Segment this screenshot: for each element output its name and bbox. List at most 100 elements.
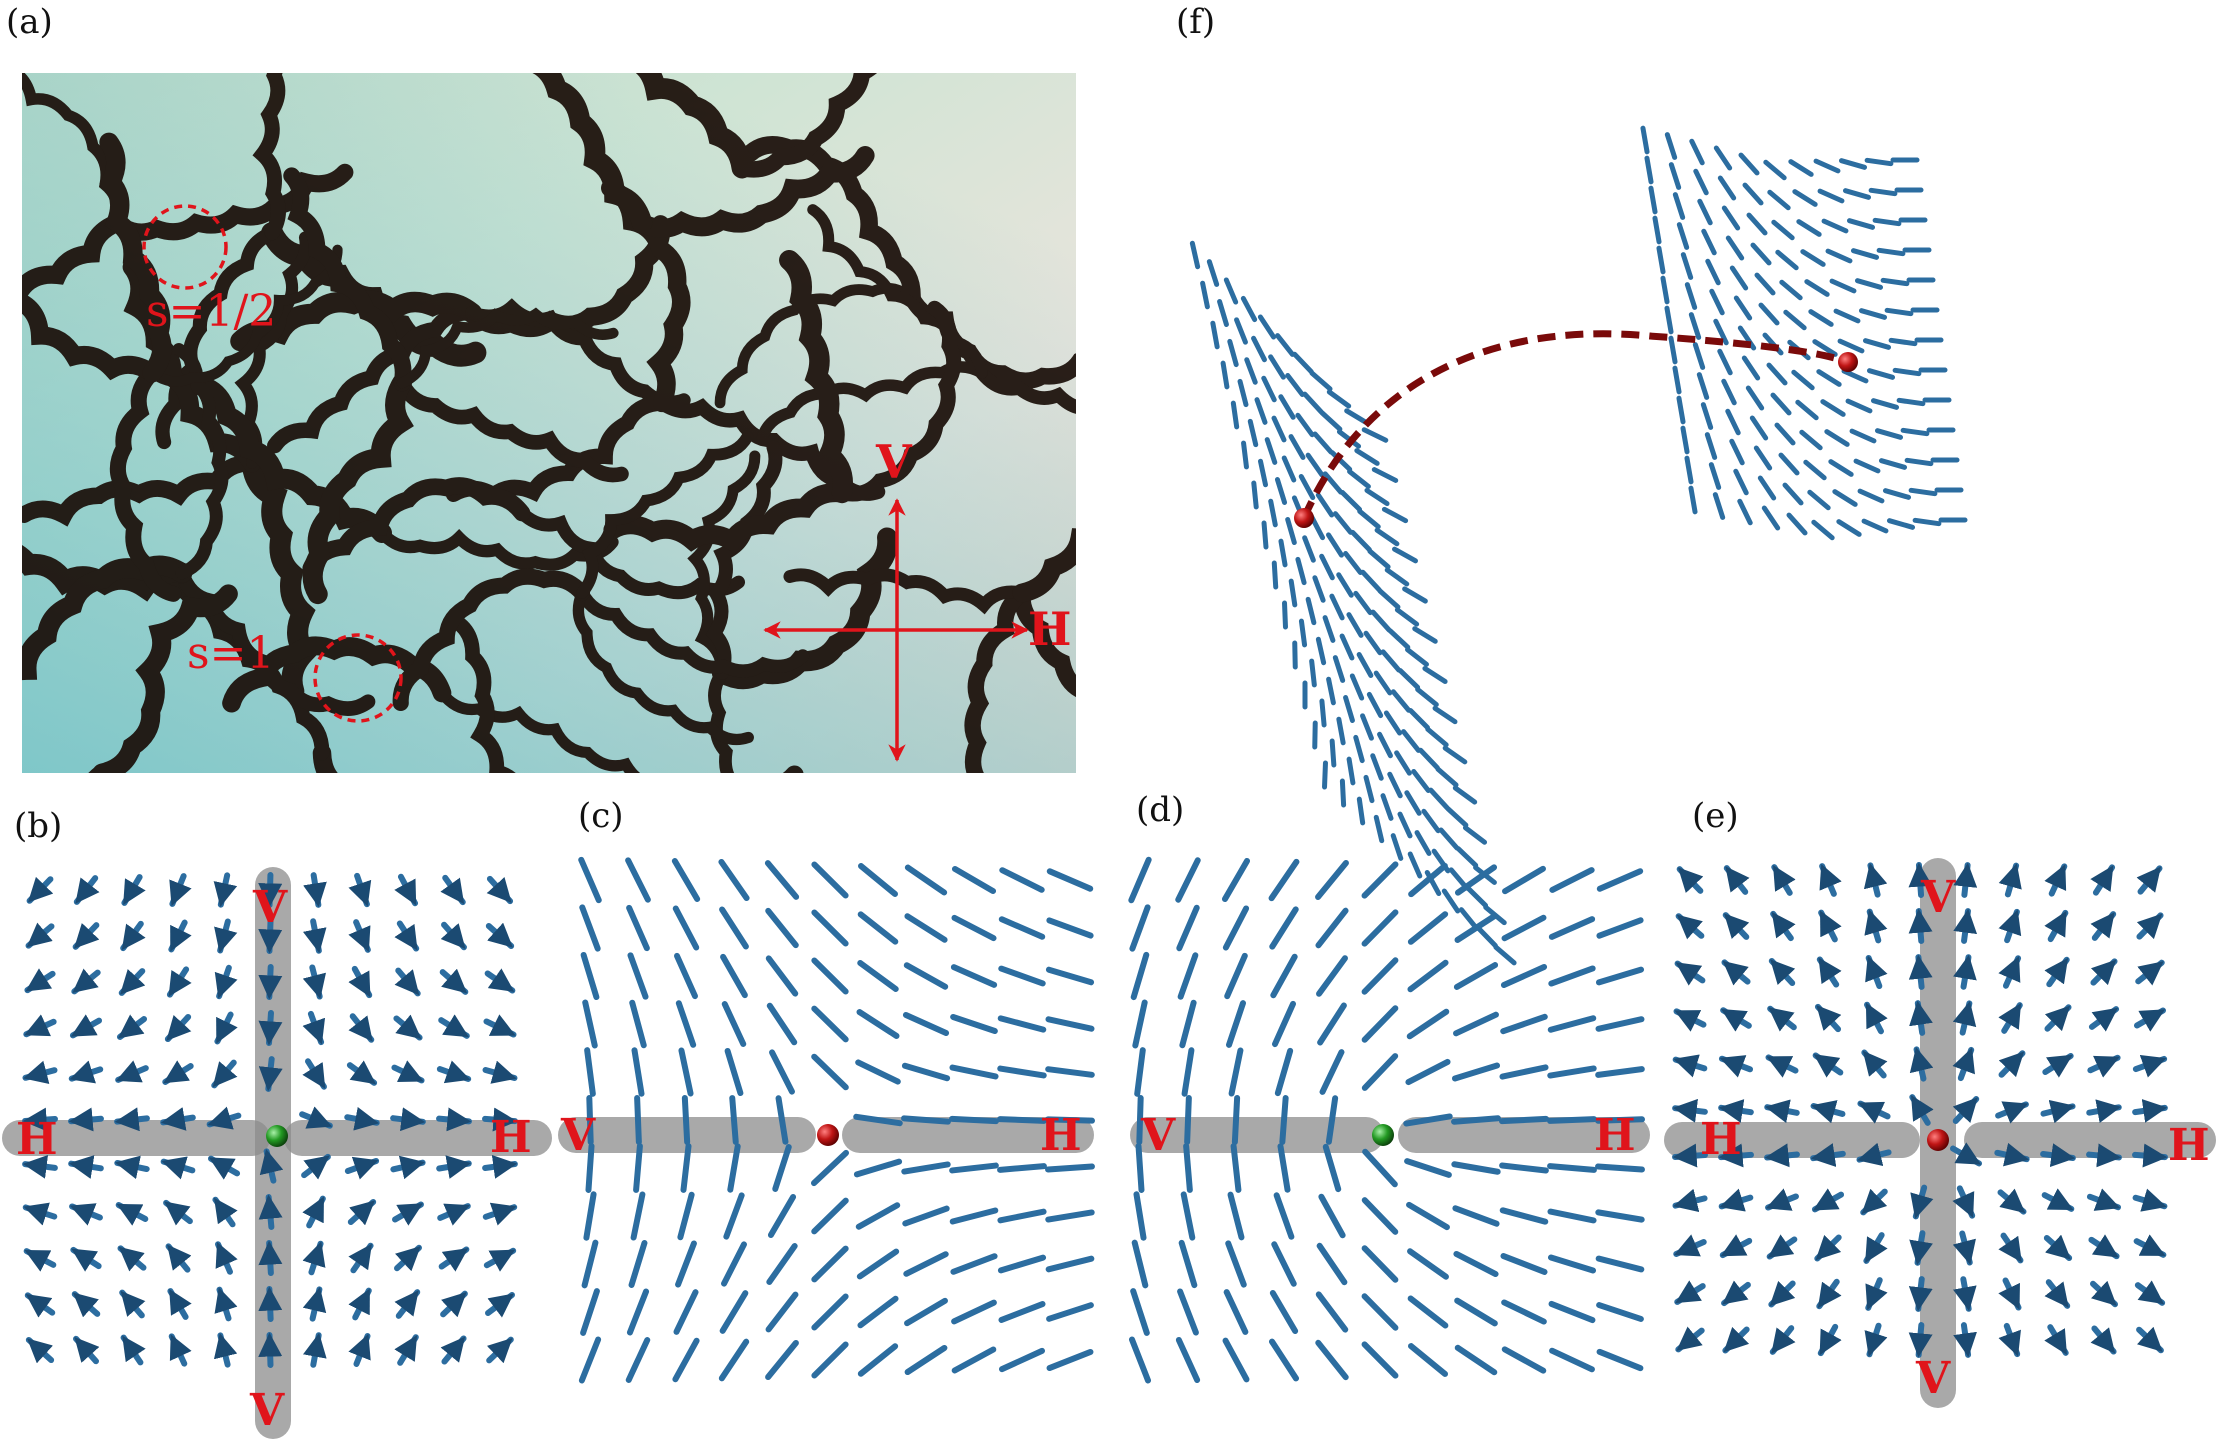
- director-arrow: [1768, 1280, 1796, 1308]
- director-rod: [950, 1013, 998, 1035]
- director-rod: [1322, 615, 1336, 643]
- director-arrow: [1765, 1188, 1799, 1211]
- director-rod: [1275, 333, 1295, 357]
- director-arrow: [25, 922, 55, 949]
- director-rod: [1383, 710, 1403, 736]
- director-arrow: [302, 1286, 327, 1322]
- director-arrow: [115, 1202, 149, 1226]
- director-rod: [1221, 857, 1251, 903]
- director-rod: [586, 1095, 594, 1145]
- director-rod: [721, 1241, 747, 1287]
- director-arrow: [1998, 908, 2022, 944]
- director-rod: [1394, 607, 1420, 627]
- director-rod: [1672, 365, 1682, 395]
- director-rod: [1652, 215, 1662, 245]
- director-rod: [1277, 1143, 1291, 1193]
- director-rod: [1231, 1095, 1241, 1145]
- director-arrow: [348, 965, 373, 999]
- director-arrow: [160, 1107, 196, 1131]
- director-rod: [1660, 275, 1670, 305]
- director-rod: [901, 1161, 951, 1175]
- director-arrow: [258, 1194, 283, 1230]
- director-rod: [1499, 1064, 1549, 1080]
- director-rod: [1292, 351, 1314, 375]
- director-arrow: [1994, 1142, 2030, 1167]
- director-arrow: [302, 964, 327, 1000]
- director-arrow: [2090, 958, 2118, 986]
- director-arrow: [73, 1335, 100, 1365]
- director-rod: [775, 1095, 789, 1145]
- director-arrow: [114, 1107, 150, 1132]
- director-rod: [718, 858, 750, 902]
- director-arrow: [348, 872, 372, 908]
- director-arrow: [1863, 1232, 1888, 1264]
- dark-brush: [782, 765, 804, 773]
- dark-brush: [392, 568, 591, 712]
- director-arrow: [2044, 1004, 2072, 1032]
- director-rod: [1672, 192, 1686, 220]
- director-arrow: [1909, 1046, 1934, 1082]
- director-rod: [1858, 308, 1888, 320]
- director-rod: [1045, 966, 1095, 986]
- director-rod: [1803, 459, 1827, 481]
- director-arrow: [1767, 1005, 1797, 1032]
- director-arrow: [2086, 1099, 2122, 1123]
- director-rod: [1390, 833, 1404, 861]
- director-arrow: [212, 1196, 238, 1228]
- dark-brush: [705, 440, 783, 680]
- director-rod: [1302, 391, 1324, 415]
- director-rod: [765, 907, 799, 949]
- director-rod: [857, 1343, 899, 1377]
- director-arrow: [1764, 1143, 1800, 1168]
- director-rod: [1412, 626, 1438, 644]
- director-rod: [1421, 808, 1441, 834]
- director-arrow: [1995, 1101, 2029, 1124]
- director-rod: [1595, 1066, 1645, 1078]
- director-rod: [1332, 511, 1354, 535]
- director-rod: [1721, 378, 1737, 406]
- director-rod: [1414, 830, 1432, 856]
- dark-brush: [283, 167, 412, 392]
- director-rod: [1753, 445, 1773, 471]
- director-rod: [1347, 469, 1371, 489]
- director-arrow: [1718, 1099, 1754, 1123]
- director-rod: [1315, 1291, 1349, 1333]
- director-rod: [1392, 546, 1418, 564]
- director-arrow: [486, 875, 514, 905]
- director-rod: [1361, 427, 1389, 443]
- director-arrow: [1998, 862, 2022, 898]
- director-rod: [1339, 633, 1355, 661]
- director-rod: [1251, 335, 1267, 363]
- director-arrow: [348, 1242, 374, 1274]
- director-arrow: [258, 1056, 283, 1092]
- director-rod: [1136, 1095, 1144, 1145]
- director-rod: [1783, 309, 1807, 331]
- director-arrow: [302, 1240, 326, 1276]
- director-rod: [1230, 1143, 1242, 1193]
- director-rod: [1452, 785, 1478, 805]
- director-arrow: [484, 968, 516, 994]
- director-rod: [1326, 676, 1336, 706]
- director-rod: [1339, 778, 1347, 808]
- director-rod: [1816, 369, 1842, 387]
- panel-c-director-field: [578, 856, 1095, 1384]
- director-rod: [1384, 567, 1410, 587]
- director-rod: [1595, 1209, 1645, 1223]
- director-rod: [1857, 488, 1885, 504]
- director-rod: [1377, 731, 1393, 759]
- director-rod: [1189, 240, 1201, 270]
- director-arrow: [1864, 1322, 1888, 1358]
- director-rod: [1824, 429, 1850, 447]
- director-arrow: [2135, 959, 2165, 986]
- director-rod: [1312, 431, 1334, 455]
- director-arrow: [1810, 1100, 1846, 1124]
- director-rod: [1547, 1015, 1597, 1033]
- director-rod: [1476, 925, 1498, 949]
- director-rod: [1274, 477, 1288, 505]
- director-rod: [1269, 1290, 1299, 1334]
- director-rod: [1222, 905, 1250, 951]
- director-rod: [1217, 299, 1229, 327]
- director-arrow: [169, 873, 192, 907]
- director-arrow: [22, 1060, 58, 1084]
- panel-b: [2, 867, 552, 1439]
